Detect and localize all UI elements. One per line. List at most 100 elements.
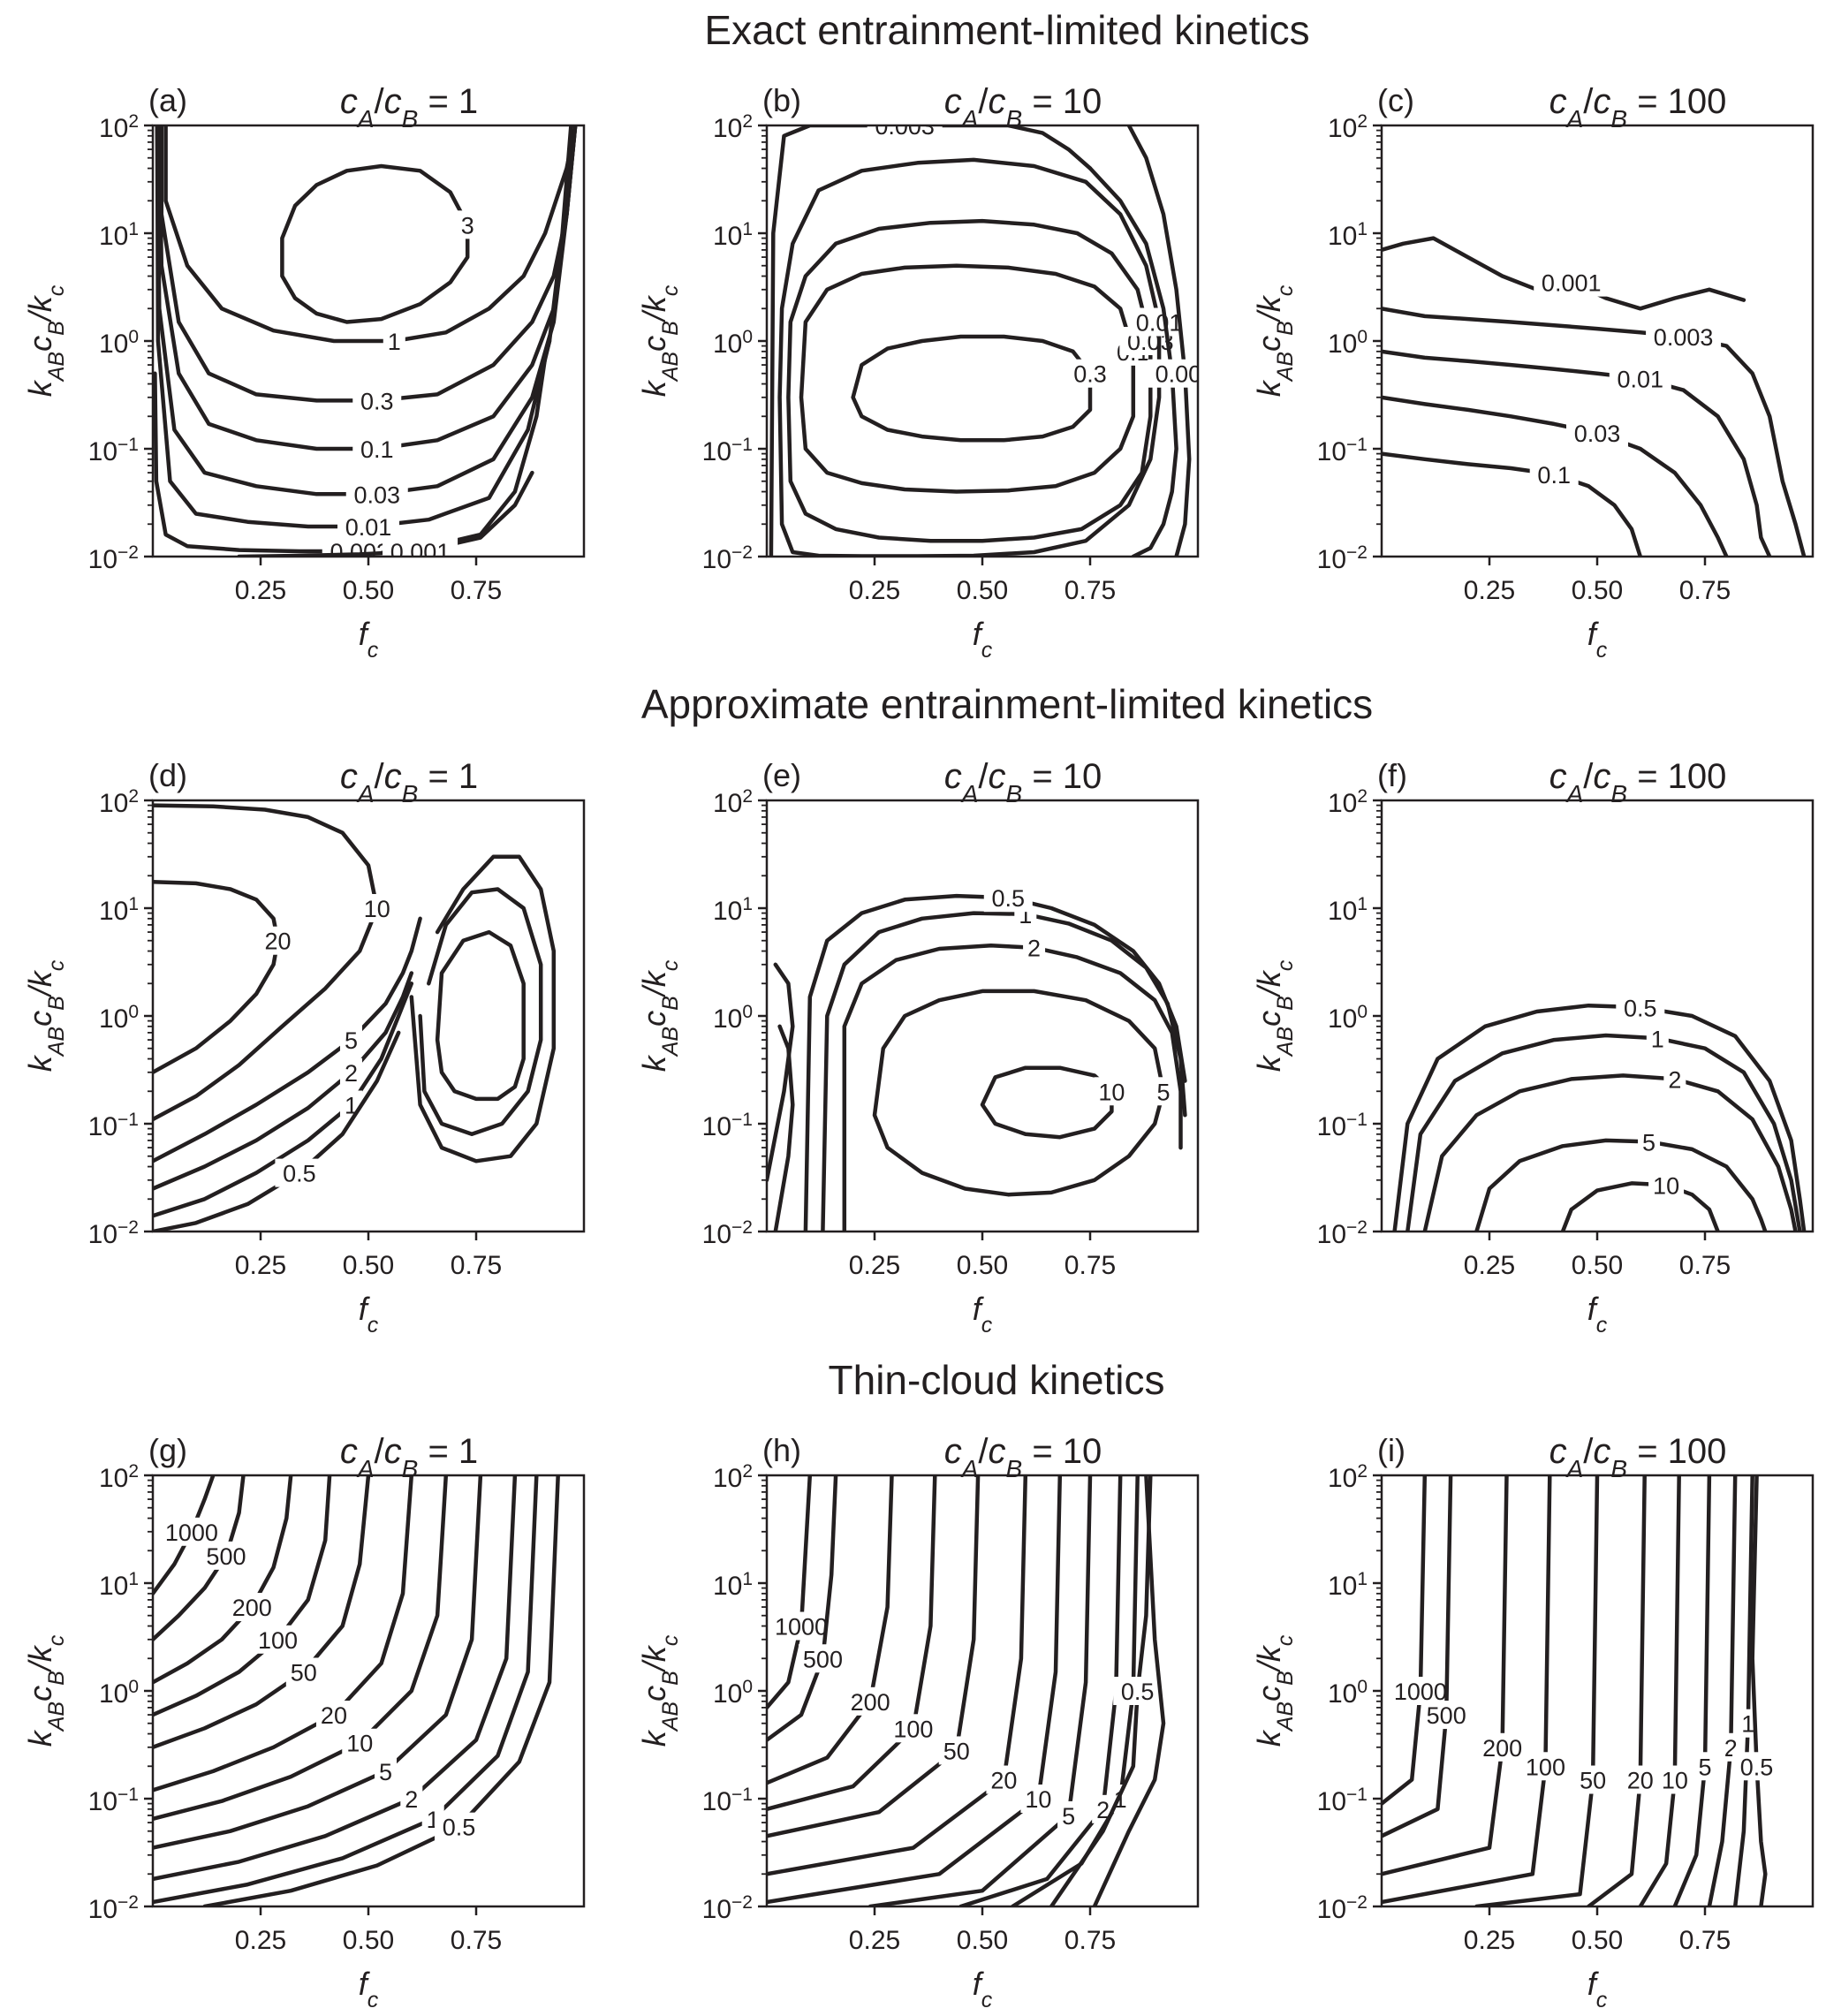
svg-text:20: 20	[1627, 1768, 1654, 1794]
y-tick-label: 100	[99, 1002, 139, 1035]
svg-text:5: 5	[379, 1759, 392, 1785]
contour-label: 10	[1020, 1785, 1057, 1813]
y-tick-label: 10−1	[88, 435, 139, 467]
contour-label: 2	[1663, 1065, 1686, 1094]
svg-text:500: 500	[1427, 1702, 1466, 1729]
x-tick-label: 0.25	[235, 1926, 286, 1955]
panel-ratio-title: cA/cB = 100	[1549, 82, 1727, 133]
contour-label: 0.03	[345, 480, 408, 509]
y-tick-label: 10−1	[88, 1785, 139, 1817]
svg-text:10: 10	[364, 896, 390, 922]
x-tick-label: 0.50	[343, 1926, 394, 1955]
contour-label: 0.001	[1534, 268, 1610, 297]
y-tick-label: 100	[99, 1677, 139, 1709]
y-axis-label: kABcB/kc	[1251, 959, 1298, 1072]
y-tick-label: 102	[713, 111, 753, 144]
contour-line	[153, 1475, 246, 1642]
panel-ratio-title: cA/cB = 100	[1549, 757, 1727, 807]
svg-text:10: 10	[1025, 1786, 1051, 1813]
panel-f: 10 5 21 0.5 0.25 0.50 0.75 10−2 10−1 100 101 102 fc k…	[1251, 757, 1815, 1338]
y-tick-label: 101	[713, 1569, 753, 1602]
y-tick-label: 10−1	[1317, 435, 1368, 467]
contour-label: 200	[845, 1686, 895, 1716]
svg-text:3: 3	[461, 212, 474, 239]
svg-text:2: 2	[1096, 1797, 1110, 1823]
contour-label: 0.001	[1147, 359, 1198, 388]
x-tick-label: 0.75	[451, 1251, 502, 1280]
svg-text:2: 2	[405, 1786, 418, 1813]
svg-text:0.001: 0.001	[390, 539, 451, 565]
svg-text:200: 200	[1482, 1735, 1522, 1762]
svg-text:0.03: 0.03	[353, 481, 400, 508]
contour-label: 0.5	[1616, 993, 1665, 1022]
panel-ratio-title: cA/cB = 1	[340, 82, 478, 133]
contour-group: 310.30.10.030.010.003 0.001	[153, 125, 578, 565]
svg-text:0.01: 0.01	[345, 514, 392, 541]
svg-text:200: 200	[232, 1595, 272, 1621]
panel-letter: (h)	[762, 1432, 801, 1468]
contour-label: 10	[1648, 1171, 1685, 1200]
contour-label: 0.03	[1566, 419, 1628, 448]
svg-text:0.001: 0.001	[1542, 270, 1602, 297]
contour-label: 100	[254, 1625, 303, 1654]
x-tick-label: 0.25	[1464, 1926, 1515, 1955]
y-tick-label: 10−1	[1317, 1110, 1368, 1142]
y-tick-label: 102	[99, 111, 139, 144]
svg-text:0.5: 0.5	[1121, 1679, 1155, 1705]
contour-label: 5	[339, 1026, 362, 1055]
svg-text:500: 500	[206, 1543, 246, 1570]
contour-label: 5	[1152, 1077, 1175, 1106]
contour-line	[769, 125, 1093, 557]
svg-text:2: 2	[1027, 936, 1041, 962]
contour-label: 100	[1520, 1752, 1570, 1781]
panel-ratio-title: cA/cB = 100	[1549, 1432, 1727, 1482]
y-tick-label: 10−2	[1317, 1892, 1368, 1925]
plot-frame	[765, 799, 1200, 1233]
y-tick-label: 10−1	[702, 1785, 753, 1817]
contour-line	[777, 157, 1162, 557]
contour-label: 5	[1693, 1752, 1716, 1781]
y-tick-label: 101	[99, 894, 139, 927]
contour-label: 50	[285, 1657, 322, 1686]
contour-label: 5	[375, 1756, 398, 1785]
contour-line	[1382, 1475, 1428, 1806]
contour-line	[153, 880, 280, 1075]
y-tick-label: 100	[99, 327, 139, 360]
y-tick-label: 101	[99, 1569, 139, 1602]
contour-line	[799, 263, 1136, 494]
y-axis-label: kABcB/kc	[22, 1634, 69, 1747]
y-tick-label: 102	[99, 786, 139, 819]
contour-label: 1000	[1389, 1677, 1451, 1705]
svg-text:10: 10	[1653, 1172, 1679, 1199]
x-tick-label: 0.75	[451, 1926, 502, 1955]
svg-text:0.1: 0.1	[1537, 462, 1571, 489]
contour-label: 0.003	[1646, 322, 1722, 351]
y-tick-label: 10−2	[1317, 1217, 1368, 1250]
contour-line	[1405, 1033, 1802, 1232]
svg-text:1: 1	[1114, 1786, 1127, 1813]
y-tick-label: 10−1	[88, 1110, 139, 1142]
contour-label: 500	[201, 1541, 251, 1570]
contour-label: 0.5	[983, 883, 1033, 913]
x-axis-label: fc	[359, 1291, 379, 1338]
contour-line	[155, 125, 573, 529]
panel-letter: (f)	[1377, 757, 1407, 793]
row-title-approximate: Approximate entrainment-limited kinetics	[641, 681, 1373, 727]
contour-line	[842, 944, 1183, 1232]
svg-text:0.5: 0.5	[1624, 995, 1657, 1021]
contour-label: 2	[400, 1785, 423, 1813]
contour-label: 20	[1622, 1765, 1658, 1794]
x-tick-label: 0.75	[1065, 1926, 1116, 1955]
x-axis-label: fc	[973, 616, 993, 663]
y-tick-label: 10−2	[1317, 542, 1368, 575]
svg-text:5: 5	[1156, 1079, 1170, 1105]
contour-line	[1392, 1003, 1807, 1232]
contour-line	[851, 334, 1093, 443]
x-tick-label: 0.50	[957, 576, 1008, 605]
contour-label: 3	[456, 210, 479, 239]
y-tick-label: 10−1	[1317, 1785, 1368, 1817]
